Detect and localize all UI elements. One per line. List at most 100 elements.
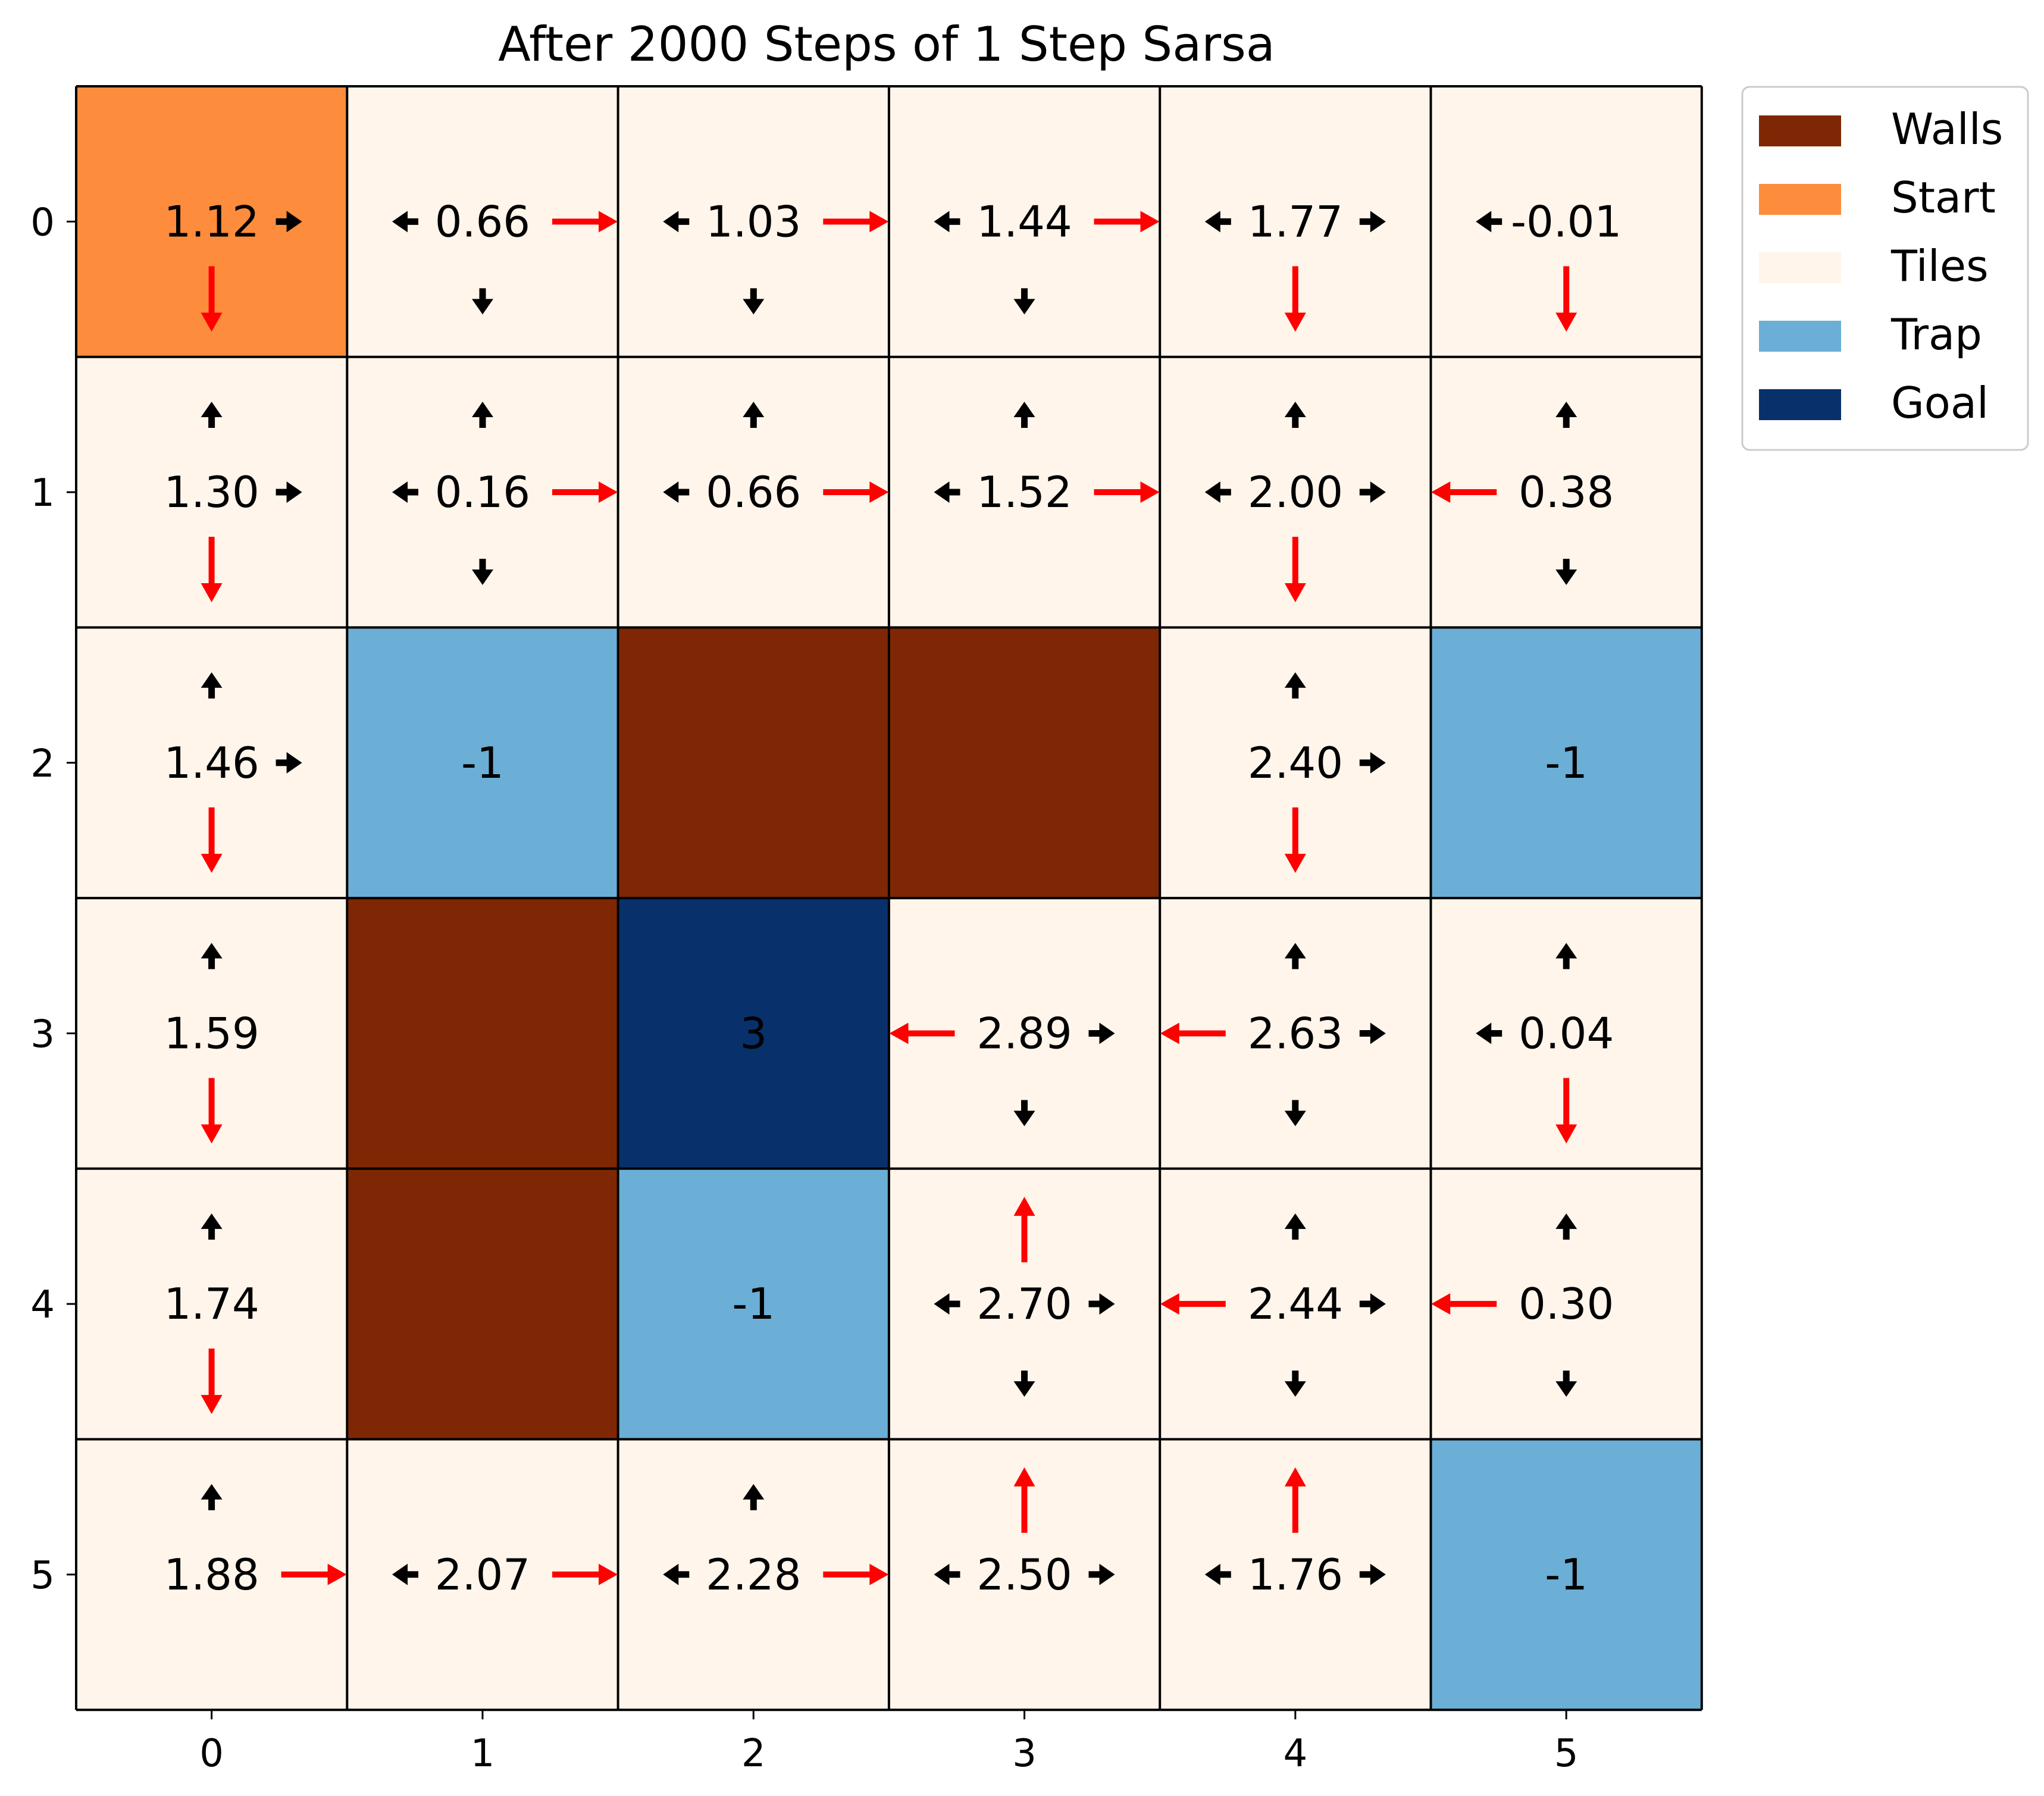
legend-label-walls: Walls	[1891, 104, 2003, 154]
arrow-right-other-2-4	[1359, 752, 1386, 774]
arrow-up-best-5-4	[1284, 1467, 1306, 1533]
arrow-down-other-0-3	[1013, 288, 1035, 315]
cell-trap-2-5	[1431, 627, 1702, 899]
arrow-up-other-1-0	[201, 402, 223, 428]
legend-swatch-trap	[1759, 321, 1841, 352]
cell-value-2-4: 2.40	[1248, 738, 1343, 788]
arrow-up-other-4-0	[201, 1213, 223, 1240]
arrow-left-other-0-5	[1476, 211, 1503, 233]
arrow-up-other-5-2	[743, 1484, 765, 1510]
cell-value-5-0: 1.88	[164, 1550, 259, 1600]
cell-trap-4-2	[618, 1168, 889, 1440]
cell-value-4-2: -1	[732, 1279, 775, 1329]
arrow-left-other-1-3	[934, 481, 960, 503]
cell-value-1-5: 0.38	[1519, 467, 1614, 517]
arrow-left-other-0-2	[663, 211, 690, 233]
arrow-right-best-0-2	[823, 211, 889, 233]
grid-lines	[75, 85, 1703, 1711]
arrow-right-best-1-2	[823, 481, 889, 503]
arrow-down-best-0-0	[201, 266, 223, 332]
arrow-right-other-1-0	[276, 481, 302, 503]
cell-value-0-4: 1.77	[1248, 196, 1343, 246]
cell-trap-2-1	[347, 627, 618, 899]
arrow-left-best-3-3	[889, 1022, 955, 1044]
arrow-right-other-3-3	[1088, 1022, 1115, 1044]
arrow-left-other-3-5	[1476, 1022, 1503, 1044]
arrow-up-other-1-3	[1013, 402, 1035, 428]
x-tick-label: 4	[1283, 1732, 1307, 1776]
arrow-down-best-1-4	[1284, 537, 1306, 602]
arrow-left-other-0-4	[1204, 211, 1231, 233]
arrow-left-other-1-4	[1204, 481, 1231, 503]
cell-value-3-0: 1.59	[164, 1008, 259, 1058]
cell-value-4-0: 1.74	[164, 1279, 259, 1329]
y-tick-label: 3	[30, 1012, 55, 1056]
arrow-up-best-5-3	[1013, 1467, 1035, 1533]
arrow-down-best-3-0	[201, 1078, 223, 1144]
arrow-up-other-1-1	[472, 402, 493, 428]
cell-value-1-1: 0.16	[435, 467, 530, 517]
cell-walls-2-2	[618, 627, 889, 899]
cell-value-2-5: -1	[1545, 738, 1588, 788]
arrow-down-best-1-0	[201, 537, 223, 602]
y-tick-label: 4	[30, 1283, 55, 1327]
arrow-down-other-3-3	[1013, 1100, 1035, 1127]
cell-value-5-3: 2.50	[976, 1550, 1072, 1600]
chart-title: After 2000 Steps of 1 Step Sarsa	[498, 17, 1275, 72]
arrow-up-other-1-2	[743, 402, 765, 428]
cell-value-1-2: 0.66	[706, 467, 801, 517]
x-tick-label: 5	[1554, 1732, 1579, 1776]
cell-value-0-0: 1.12	[164, 196, 259, 246]
cell-value-4-5: 0.30	[1519, 1279, 1614, 1329]
legend-label-trap: Trap	[1890, 309, 1982, 359]
legend: Walls Start Tiles Trap Goal	[1741, 86, 2029, 451]
arrow-left-other-1-2	[663, 481, 690, 503]
arrow-up-other-3-5	[1555, 943, 1577, 969]
legend-swatch-start	[1759, 184, 1841, 215]
cell-contents: 1.12 0.66 1.03 1.44 1.77 -0.01 1.30 0.16 0.66 1.5…	[164, 196, 1622, 1600]
x-tick-label: 3	[1012, 1732, 1037, 1776]
arrow-down-best-0-4	[1284, 266, 1306, 332]
arrow-down-other-0-2	[743, 288, 765, 315]
arrow-up-other-3-0	[201, 943, 223, 969]
arrow-down-best-3-5	[1555, 1078, 1577, 1144]
arrow-left-other-5-3	[934, 1563, 960, 1585]
cell-value-0-5: -0.01	[1511, 196, 1622, 246]
legend-label-start: Start	[1891, 173, 1996, 223]
arrow-right-other-0-4	[1359, 211, 1386, 233]
legend-swatch-walls	[1759, 115, 1841, 146]
arrow-right-other-0-0	[276, 211, 302, 233]
x-tick-label: 1	[471, 1732, 495, 1776]
cell-value-0-2: 1.03	[706, 196, 801, 246]
arrow-up-other-3-4	[1284, 943, 1306, 969]
cell-walls-3-1	[347, 898, 618, 1169]
arrow-up-other-4-4	[1284, 1213, 1306, 1240]
cell-value-5-4: 1.76	[1248, 1550, 1343, 1600]
axes: 0 0 1 1 2 2 3 3 4 4 5 5	[30, 201, 1578, 1776]
arrow-down-other-1-1	[472, 559, 493, 585]
cell-value-0-3: 1.44	[976, 196, 1072, 246]
arrow-left-other-5-4	[1204, 1563, 1231, 1585]
arrow-down-best-0-5	[1555, 266, 1577, 332]
legend-swatch-goal	[1759, 389, 1841, 420]
arrow-down-other-3-4	[1284, 1100, 1306, 1127]
arrow-left-other-0-3	[934, 211, 960, 233]
arrow-up-best-4-3	[1013, 1197, 1035, 1263]
arrow-right-best-5-1	[552, 1563, 618, 1585]
arrow-left-best-4-5	[1431, 1293, 1497, 1315]
cell-value-3-5: 0.04	[1519, 1008, 1614, 1058]
arrow-down-best-2-4	[1284, 807, 1306, 873]
cell-value-5-1: 2.07	[435, 1550, 530, 1600]
arrow-right-other-5-4	[1359, 1563, 1386, 1585]
x-tick-label: 0	[199, 1732, 224, 1776]
arrow-right-best-5-2	[823, 1563, 889, 1585]
arrow-right-best-1-1	[552, 481, 618, 503]
cell-walls-4-1	[347, 1168, 618, 1440]
arrow-right-other-2-0	[276, 752, 302, 774]
arrow-up-other-4-5	[1555, 1213, 1577, 1240]
cell-value-3-4: 2.63	[1248, 1008, 1343, 1058]
arrow-up-other-2-0	[201, 672, 223, 699]
arrow-down-best-4-0	[201, 1348, 223, 1415]
cell-value-2-0: 1.46	[164, 738, 259, 788]
arrow-left-other-4-3	[934, 1293, 960, 1315]
